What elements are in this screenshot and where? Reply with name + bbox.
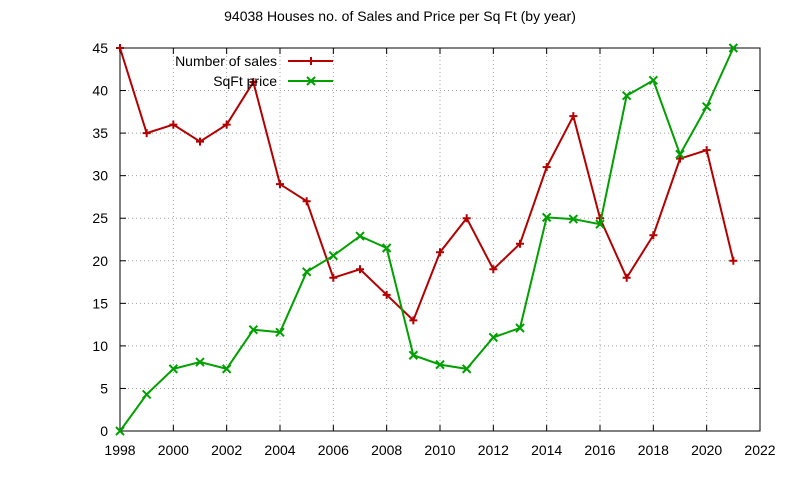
data-point-2 <box>115 426 125 436</box>
data-point-1 <box>356 265 364 274</box>
legend-marker-2 <box>306 76 316 86</box>
x-tick-label: 2004 <box>264 442 295 458</box>
y-tick-label: 10 <box>92 338 108 354</box>
data-point-1 <box>409 316 418 325</box>
legend-marker-1 <box>307 57 315 65</box>
data-point-2 <box>541 212 552 223</box>
data-point-2 <box>568 214 579 224</box>
data-point-1 <box>702 146 711 155</box>
x-tick-label: 2018 <box>638 442 669 458</box>
y-tick-label: 5 <box>100 380 108 396</box>
data-point-2 <box>728 43 739 53</box>
data-point-2 <box>168 364 179 374</box>
data-point-2 <box>328 250 339 261</box>
data-point-2 <box>195 357 205 367</box>
data-point-2 <box>355 231 365 241</box>
y-tick-label: 0 <box>100 423 108 439</box>
data-point-2 <box>675 149 685 160</box>
x-tick-label: 2006 <box>318 442 349 458</box>
data-point-1 <box>382 290 391 299</box>
data-point-1 <box>462 214 471 223</box>
y-tick-label: 40 <box>92 83 108 99</box>
data-point-2 <box>435 359 445 370</box>
data-point-1 <box>116 44 124 52</box>
chart-title: 94038 Houses no. of Sales and Price per … <box>224 8 576 24</box>
data-point-2 <box>488 332 499 343</box>
plot-frame <box>119 47 761 432</box>
series-line-1 <box>119 47 735 323</box>
y-tick-label: 20 <box>92 253 108 269</box>
data-point-1 <box>329 273 338 282</box>
x-tick-label: 2008 <box>371 442 402 458</box>
data-point-1 <box>196 137 204 146</box>
data-point-1 <box>516 239 524 248</box>
series-line-2 <box>119 47 735 432</box>
data-point-1 <box>489 265 498 274</box>
x-tick-label: 2020 <box>691 442 722 458</box>
x-tick-label: 2002 <box>211 442 242 458</box>
x-tick-label: 2010 <box>424 442 455 458</box>
y-tick-label: 35 <box>92 125 108 141</box>
data-point-2 <box>461 364 472 374</box>
data-point-1 <box>222 120 231 129</box>
data-point-1 <box>569 112 578 121</box>
data-point-1 <box>542 163 551 172</box>
x-tick-label: 1998 <box>104 442 135 458</box>
data-point-2 <box>595 219 605 229</box>
x-tick-label: 2022 <box>744 442 775 458</box>
y-tick-label: 45 <box>92 40 108 56</box>
y-tick-label: 25 <box>92 210 108 226</box>
data-point-1 <box>436 248 444 257</box>
legend-label-2: SqFt price <box>213 73 277 89</box>
data-point-1 <box>249 78 258 87</box>
data-point-2 <box>221 364 232 374</box>
data-point-2 <box>621 90 632 101</box>
data-point-1 <box>649 231 658 240</box>
y-tick-label: 30 <box>92 168 108 184</box>
data-point-2 <box>408 350 419 360</box>
data-point-2 <box>141 389 152 400</box>
data-point-2 <box>701 102 712 112</box>
data-point-1 <box>622 273 631 282</box>
data-point-1 <box>302 197 311 206</box>
x-tick-label: 2016 <box>584 442 615 458</box>
data-point-2 <box>515 323 525 333</box>
data-point-1 <box>729 256 738 265</box>
y-tick-label: 15 <box>92 295 108 311</box>
x-tick-label: 2000 <box>158 442 189 458</box>
data-point-1 <box>276 180 284 189</box>
data-point-2 <box>275 327 285 337</box>
x-tick-label: 2012 <box>478 442 509 458</box>
data-point-2 <box>381 243 392 253</box>
data-point-1 <box>169 120 178 129</box>
x-tick-label: 2014 <box>531 442 562 458</box>
data-point-2 <box>248 325 259 335</box>
data-point-2 <box>648 75 659 86</box>
data-point-2 <box>301 267 312 277</box>
data-point-1 <box>142 129 151 138</box>
legend-label-1: Number of sales <box>175 53 277 69</box>
